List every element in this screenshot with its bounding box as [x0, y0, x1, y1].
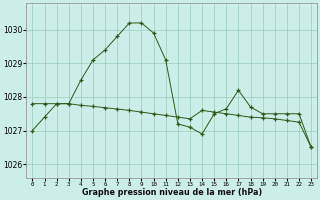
X-axis label: Graphe pression niveau de la mer (hPa): Graphe pression niveau de la mer (hPa): [82, 188, 262, 197]
